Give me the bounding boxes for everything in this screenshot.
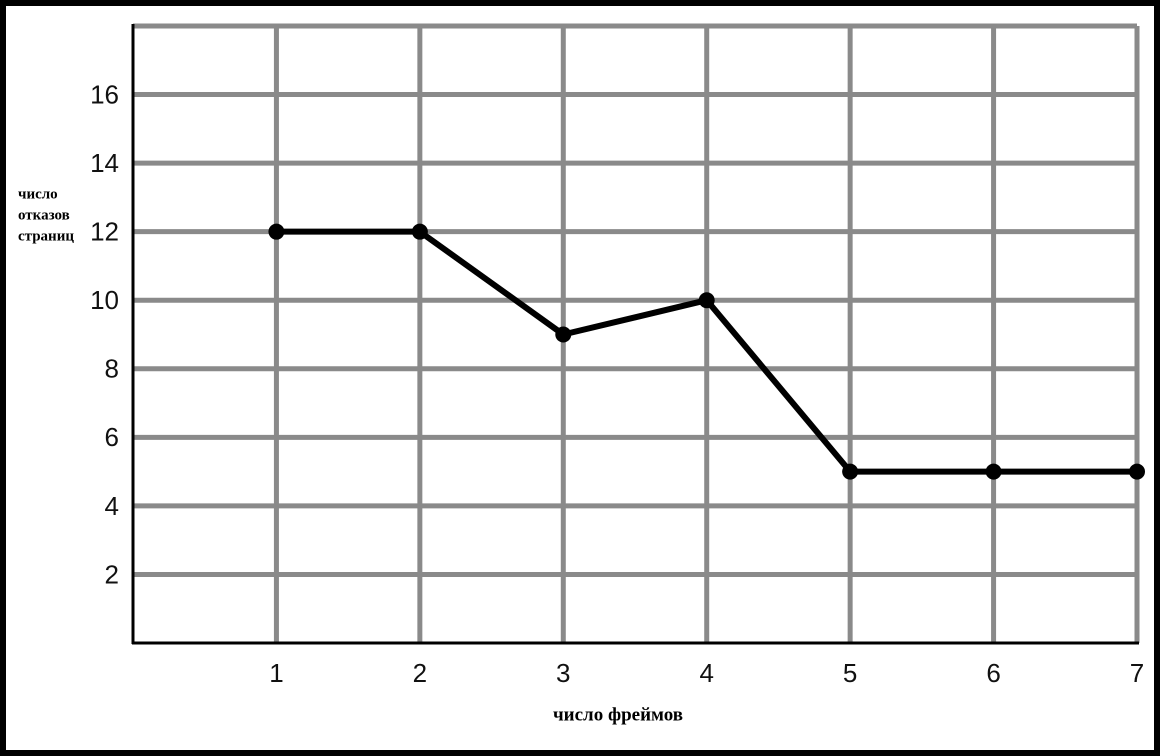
y-tick-label: 6 [105,422,119,452]
y-tick-label: 2 [105,559,119,589]
point [555,326,572,343]
x-tick-label: 7 [1130,658,1144,688]
point [268,223,285,240]
y-axis-label: отказов [18,207,70,223]
y-axis-label: страниц [18,228,74,244]
point [985,463,1002,480]
x-tick-label: 5 [843,658,857,688]
x-tick-label: 1 [269,658,283,688]
point [1129,463,1145,480]
y-tick-label: 16 [90,79,119,109]
x-tick-label: 3 [556,658,570,688]
x-axis-label: число фреймов [553,704,683,725]
y-tick-label: 4 [105,491,119,521]
x-tick-label: 6 [986,658,1000,688]
x-tick-label: 2 [413,658,427,688]
y-tick-label: 12 [90,217,119,247]
y-tick-label: 10 [90,285,119,315]
y-tick-label: 14 [90,148,119,178]
point [698,292,715,309]
x-tick-label: 4 [699,658,713,688]
y-tick-label: 8 [105,354,119,384]
y-axis-label: число [18,186,58,202]
point [411,223,428,240]
point [842,463,859,480]
